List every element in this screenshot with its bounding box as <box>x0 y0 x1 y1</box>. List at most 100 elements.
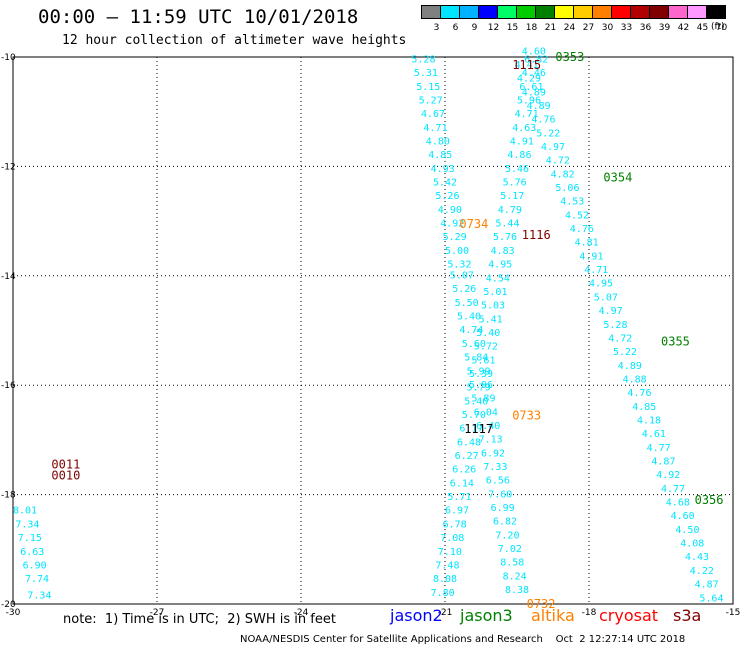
wave-height-value: 4.60 <box>671 511 695 522</box>
wave-height-value: 5.26 <box>452 284 476 295</box>
wave-height-value: 7.15 <box>18 533 42 544</box>
pass-time-label: 0356 <box>695 493 724 507</box>
wave-height-value: 6.48 <box>457 437 481 448</box>
satellite-legend-jason2: jason2 <box>390 606 443 625</box>
colorbar-label: 21 <box>544 23 557 33</box>
wave-height-value: 5.39 <box>469 369 493 380</box>
chart-title: 00:00 – 11:59 UTC 10/01/2018 <box>38 6 359 28</box>
wave-height-value: 5.70 <box>462 410 486 421</box>
wave-height-value: 5.01 <box>483 287 507 298</box>
wave-height-value: 6.92 <box>481 448 505 459</box>
wave-height-value: 4.86 <box>507 150 531 161</box>
wave-height-value: 5.64 <box>699 593 723 604</box>
wave-height-value: 4.89 <box>527 101 551 112</box>
colorbar-label: 36 <box>639 23 652 33</box>
wave-height-value: 5.28 <box>411 54 435 65</box>
wave-height-value: 5.27 <box>419 95 443 106</box>
colorbar-label: 18 <box>525 23 538 33</box>
wave-height-value: 4.72 <box>546 156 570 167</box>
wave-height-value: 6.97 <box>445 506 469 517</box>
wave-height-value: 5.60 <box>462 339 486 350</box>
wave-height-value: 6.99 <box>491 503 515 514</box>
wave-height-value: 7.34 <box>27 591 51 602</box>
wave-height-value: 4.63 <box>512 123 536 134</box>
colorbar-label: 9 <box>471 23 478 33</box>
wave-height-value: 5.44 <box>495 219 519 230</box>
wave-height-value: 6.90 <box>23 560 47 571</box>
wave-height-value: 5.03 <box>481 301 505 312</box>
wave-height-value: 5.28 <box>603 320 627 331</box>
colorbar-label: 39 <box>658 23 671 33</box>
wave-height-value: 5.71 <box>447 492 471 503</box>
colorbar-unit: (ft) <box>711 22 725 32</box>
pass-time-label: 0354 <box>603 170 632 184</box>
wave-height-value: 4.54 <box>486 273 510 284</box>
wave-height-value: 6.82 <box>493 517 517 528</box>
wave-height-value: 6.27 <box>455 451 479 462</box>
wave-height-value: 4.97 <box>541 142 565 153</box>
wave-height-value: 4.71 <box>423 123 447 134</box>
y-tick-label: -10 <box>1 53 16 63</box>
wave-height-value: 4.68 <box>666 498 690 509</box>
colorbar-label: 33 <box>620 23 633 33</box>
wave-height-value: 4.91 <box>510 137 534 148</box>
wave-height-value: 4.97 <box>599 306 623 317</box>
wave-height-value: 7.02 <box>498 544 522 555</box>
footer-credit: NOAA/NESDIS Center for Satellite Applica… <box>240 634 686 645</box>
wave-height-value: 4.08 <box>680 539 704 550</box>
wave-height-value: 4.52 <box>565 210 589 221</box>
wave-height-value: 4.92 <box>440 219 464 230</box>
wave-height-value: 4.46 <box>522 68 546 79</box>
wave-height-value: 5.96 <box>469 380 493 391</box>
wave-height-value: 5.84 <box>464 353 488 364</box>
wave-height-value: 7.33 <box>483 462 507 473</box>
y-tick-label: -12 <box>1 162 16 172</box>
wave-height-value: 7.60 <box>488 489 512 500</box>
wave-height-value: 4.91 <box>579 251 603 262</box>
satellite-legend-s3a: s3a <box>673 606 702 625</box>
x-tick-label: -30 <box>6 608 21 618</box>
wave-height-value: 4.95 <box>488 260 512 271</box>
wave-height-value: 5.26 <box>435 191 459 202</box>
colorbar-label: 45 <box>696 23 709 33</box>
wave-height-value: 5.96 <box>517 95 541 106</box>
pass-time-label: 1115 <box>512 58 541 72</box>
pass-time-label: 0010 <box>51 468 80 482</box>
wave-height-value: 6.26 <box>452 465 476 476</box>
wave-height-value: 5.76 <box>503 178 527 189</box>
wave-height-value: 5.22 <box>613 347 637 358</box>
wave-height-value: 5.29 <box>443 232 467 243</box>
wave-height-value: 5.22 <box>536 128 560 139</box>
wave-height-value: 5.46 <box>505 164 529 175</box>
colorbar-label: 6 <box>452 23 459 33</box>
wave-height-value: 6.56 <box>486 476 510 487</box>
wave-height-value: 7.20 <box>495 530 519 541</box>
wave-height-value: 4.82 <box>551 169 575 180</box>
wave-height-value: 4.71 <box>515 109 539 120</box>
wave-height-value: 4.18 <box>637 415 661 426</box>
wave-height-value: 7.74 <box>25 574 49 585</box>
wave-height-value: 4.85 <box>428 150 452 161</box>
wave-height-value: 8.01 <box>13 506 37 517</box>
wave-height-value: 4.22 <box>690 566 714 577</box>
y-tick-label: -18 <box>1 491 16 501</box>
wave-height-value: 6.63 <box>20 547 44 558</box>
satellite-legend-altika: altika <box>531 606 575 625</box>
wave-height-value: 5.40 <box>476 328 500 339</box>
wave-height-value: 5.50 <box>455 298 479 309</box>
x-tick-label: -18 <box>582 608 597 618</box>
wave-height-value: 4.87 <box>695 580 719 591</box>
wave-height-value: 8.58 <box>500 558 524 569</box>
wave-height-value: 5.72 <box>474 342 498 353</box>
wave-height-value: 5.76 <box>493 232 517 243</box>
wave-height-value: 7.48 <box>435 560 459 571</box>
wave-height-value: 4.95 <box>589 279 613 290</box>
colorbar-label: 70 <box>715 23 728 33</box>
wave-height-value: 5.42 <box>433 178 457 189</box>
x-tick-label: -21 <box>438 608 453 618</box>
wave-height-value: 6.82 <box>524 54 548 65</box>
y-tick-label: -20 <box>1 600 16 610</box>
colorbar-label: 27 <box>582 23 595 33</box>
wave-height-value: 7.13 <box>479 435 503 446</box>
wave-height-value: 4.41 <box>515 60 539 71</box>
